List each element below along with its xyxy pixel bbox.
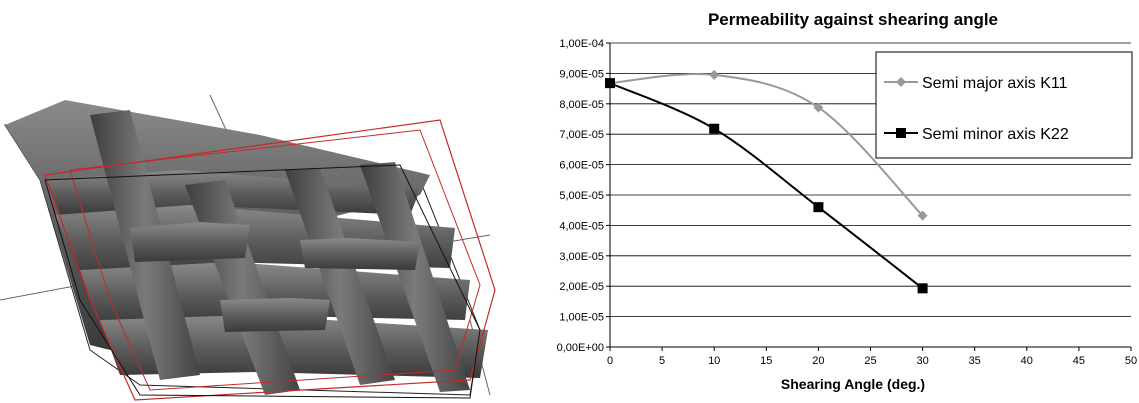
x-tick-label: 20 <box>812 355 824 367</box>
x-tick-label: 10 <box>708 355 720 367</box>
x-tick-label: 15 <box>760 355 772 367</box>
data-point-k11 <box>709 69 720 80</box>
y-tick-label: 5,00E-05 <box>559 190 604 202</box>
y-tick-label: 8,00E-05 <box>559 99 604 111</box>
x-axis-label: Shearing Angle (deg.) <box>781 376 925 392</box>
legend-label-k22: Semi minor axis K22 <box>922 126 1069 143</box>
series-layer <box>605 69 928 294</box>
data-point-k22 <box>709 123 720 134</box>
legend-label-k11: Semi major axis K11 <box>922 75 1068 92</box>
y-tick-label: 1,00E-05 <box>559 312 604 324</box>
y-tick-label: 1,00E-04 <box>559 38 604 50</box>
y-tick-label: 9,00E-05 <box>559 68 604 80</box>
x-tick-label: 25 <box>864 355 876 367</box>
x-tick-label: 50 <box>1125 355 1137 367</box>
legend: Semi major axis K11 Semi minor axis K22 <box>875 51 1133 159</box>
y-axis-ticks: 0,00E+00 1,00E-05 2,00E-05 3,00E-05 4,00E-05… <box>557 38 610 354</box>
x-tick-label: 0 <box>607 355 613 367</box>
data-point-k22 <box>605 78 615 89</box>
x-tick-label: 5 <box>659 355 665 367</box>
y-tick-label: 6,00E-05 <box>559 160 604 172</box>
data-point-k11 <box>917 210 928 221</box>
woven-fabric-3d-render <box>0 94 496 401</box>
gridlines <box>610 42 1131 318</box>
series-line-k22 <box>609 82 924 290</box>
y-tick-label: 2,00E-05 <box>559 281 604 293</box>
permeability-chart: Permeability against shearing angle 0,00… <box>557 10 1138 392</box>
legend-marker-diamond <box>896 77 906 87</box>
y-tick-label: 0,00E+00 <box>557 342 604 354</box>
y-tick-label: 4,00E-05 <box>559 220 604 232</box>
y-tick-label: 3,00E-05 <box>559 251 604 263</box>
x-tick-label: 40 <box>1021 355 1033 367</box>
legend-box <box>875 51 1133 159</box>
x-axis-ticks: 0 5 10 15 20 25 30 35 40 45 50 <box>607 347 1137 367</box>
data-point-k22 <box>813 202 824 213</box>
series-line-k11 <box>609 73 924 217</box>
x-tick-label: 45 <box>1073 355 1085 367</box>
legend-marker-square <box>896 128 906 138</box>
x-tick-label: 35 <box>969 355 981 367</box>
data-point-k22 <box>917 283 928 294</box>
data-point-k11 <box>813 102 824 113</box>
x-tick-label: 30 <box>916 355 928 367</box>
chart-title: Permeability against shearing angle <box>708 10 998 29</box>
y-tick-label: 7,00E-05 <box>559 129 604 141</box>
